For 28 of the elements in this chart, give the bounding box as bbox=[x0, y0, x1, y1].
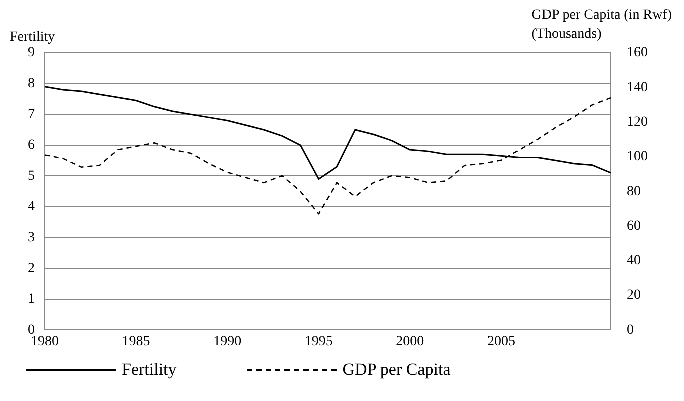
x-tick-label: 1995 bbox=[304, 334, 333, 350]
y2-tick-label: 0 bbox=[627, 322, 634, 338]
y-axis-title: Fertility bbox=[10, 30, 56, 46]
y2-tick-label: 160 bbox=[627, 46, 648, 61]
y2-tick-label: 60 bbox=[627, 218, 641, 234]
legend-label: GDP per Capita bbox=[342, 360, 451, 380]
y-tick-label: 1 bbox=[28, 292, 35, 308]
y2-axis-title: GDP per Capita (in Rwf) (Thousands) bbox=[532, 7, 672, 44]
x-tick-label: 2000 bbox=[396, 334, 424, 350]
y2-tick-label: 40 bbox=[627, 254, 641, 269]
y-tick-label: 7 bbox=[28, 107, 35, 122]
x-tick-label: 1985 bbox=[122, 334, 150, 350]
y-tick-label: 4 bbox=[28, 200, 35, 215]
y2-tick-label: 140 bbox=[627, 80, 648, 96]
x-tick-label: 1980 bbox=[31, 334, 59, 350]
y-tick-label: 5 bbox=[28, 168, 35, 184]
y2-tick-label: 80 bbox=[627, 184, 641, 200]
y-tick-label: 6 bbox=[28, 138, 35, 154]
x-tick-label: 2005 bbox=[487, 334, 516, 350]
y2-tick-label: 120 bbox=[627, 114, 648, 130]
y-tick-label: 2 bbox=[28, 261, 35, 276]
y2-tick-label: 100 bbox=[627, 150, 648, 165]
y-tick-label: 9 bbox=[28, 46, 35, 61]
y-tick-label: 8 bbox=[28, 76, 35, 92]
y-tick-label: 3 bbox=[28, 230, 35, 246]
x-tick-label: 1990 bbox=[214, 334, 242, 350]
y2-tick-label: 20 bbox=[627, 288, 641, 304]
legend-label: Fertility bbox=[122, 360, 177, 380]
